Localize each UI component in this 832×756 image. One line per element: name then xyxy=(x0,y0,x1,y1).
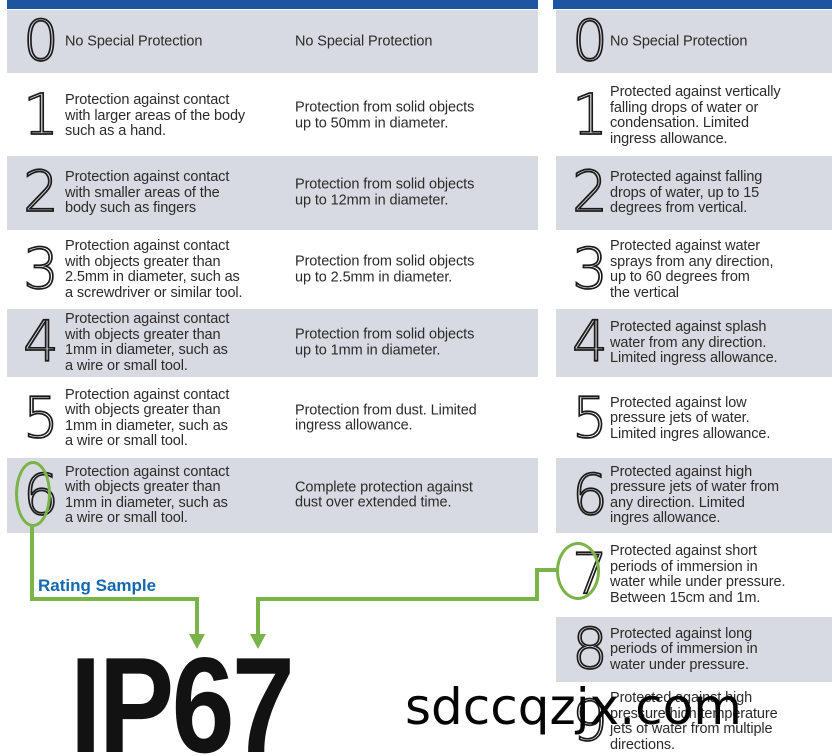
water-protection-cell: No Special Protection xyxy=(610,32,748,49)
connector-line xyxy=(30,597,199,601)
water-protection-cell: Protected against low pressure jets of w… xyxy=(610,394,771,442)
arrow-down-icon xyxy=(250,634,266,649)
rating-digit: 6 xyxy=(571,462,608,528)
header-bar-left xyxy=(7,0,538,9)
contact-protection-cell: Protection against contact with objects … xyxy=(65,386,230,449)
table-row: 3 Protected against water sprays from an… xyxy=(556,233,832,307)
ip-rating-sample-value: IP67 xyxy=(70,629,295,756)
rating-digit: 0 xyxy=(22,8,59,74)
contact-protection-cell: Protection against contact with smaller … xyxy=(65,168,230,216)
contact-protection-cell: Protection against contact with larger a… xyxy=(65,91,246,139)
contact-protection-cell: Protection against contact with objects … xyxy=(65,311,230,374)
water-protection-cell: Protected against falling drops of water… xyxy=(610,168,763,216)
contact-protection-cell: Protection against contact with objects … xyxy=(65,238,243,301)
table-row: 0 No Special Protection No Special Prote… xyxy=(7,10,538,73)
object-protection-cell: Protection from solid objects up to 50mm… xyxy=(295,99,475,131)
water-protection-cell: Protected against splash water from any … xyxy=(610,318,778,366)
table-row: 9 Protected against high pressure high t… xyxy=(556,687,832,756)
highlight-circle-7 xyxy=(556,542,600,600)
watermark-text: sdccqzjx.com xyxy=(405,678,742,736)
water-protection-cell: Protected against short periods of immer… xyxy=(610,543,786,606)
object-protection-cell: No Special Protection xyxy=(295,32,433,49)
rating-digit: 2 xyxy=(571,160,608,225)
connector-line xyxy=(256,597,539,601)
contact-protection-cell: Protection against contact with objects … xyxy=(65,463,230,526)
table-row: 3 Protection against contact with object… xyxy=(7,233,538,307)
rating-digit: 5 xyxy=(22,385,59,451)
connector-line xyxy=(195,597,199,635)
table-row: 0 No Special Protection xyxy=(556,10,832,73)
rating-digit: 4 xyxy=(22,310,59,375)
water-protection-cell: Protected against high pressure high tem… xyxy=(610,690,778,753)
water-protection-cell: Protected against vertically falling dro… xyxy=(610,84,781,147)
object-protection-cell: Complete protection against dust over ex… xyxy=(295,479,473,511)
highlight-circle-6 xyxy=(15,461,51,527)
table-row: 5 Protection against contact with object… xyxy=(7,382,538,455)
object-protection-cell: Protection from solid objects up to 1mm … xyxy=(295,326,475,358)
connector-line xyxy=(535,568,558,572)
rating-digit: 1 xyxy=(22,83,59,148)
rating-digit: 8 xyxy=(571,616,608,682)
connector-line xyxy=(30,524,34,600)
rating-sample-label: Rating Sample xyxy=(38,576,157,595)
object-protection-cell: Protection from solid objects up to 12mm… xyxy=(295,176,475,208)
object-protection-cell: Protection from dust. Limited ingress al… xyxy=(295,402,477,434)
rating-digit: 2 xyxy=(22,160,59,225)
table-row: 4 Protected against splash water from an… xyxy=(556,309,832,377)
rating-digit: 0 xyxy=(571,8,608,74)
connector-line xyxy=(535,568,539,601)
rating-digit: 4 xyxy=(571,310,608,375)
rating-digit: 3 xyxy=(571,237,608,302)
connector-line xyxy=(256,597,260,635)
rating-digit: 9 xyxy=(571,689,608,754)
arrow-down-icon xyxy=(189,634,205,649)
table-row: 2 Protected against falling drops of wat… xyxy=(556,156,832,230)
table-row: 6 Protection against contact with object… xyxy=(7,458,538,533)
table-row: 8 Protected against long periods of imme… xyxy=(556,617,832,682)
table-row: 1 Protection against contact with larger… xyxy=(7,80,538,152)
rating-digit: 1 xyxy=(571,83,608,148)
water-protection-cell: Protected against water sprays from any … xyxy=(610,238,774,301)
table-row: 4 Protection against contact with object… xyxy=(7,309,538,377)
rating-digit: 3 xyxy=(22,237,59,302)
header-bar-right xyxy=(553,0,832,9)
water-protection-cell: Protected against high pressure jets of … xyxy=(610,463,779,526)
water-protection-cell: Protected against long periods of immers… xyxy=(610,625,758,673)
table-row: 1 Protected against vertically falling d… xyxy=(556,80,832,152)
rating-digit: 5 xyxy=(571,385,608,451)
table-row: 5 Protected against low pressure jets of… xyxy=(556,382,832,455)
table-row: 6 Protected against high pressure jets o… xyxy=(556,458,832,533)
object-protection-cell: Protection from solid objects up to 2.5m… xyxy=(295,253,475,285)
contact-protection-cell: No Special Protection xyxy=(65,32,203,49)
table-row: 2 Protection against contact with smalle… xyxy=(7,156,538,230)
